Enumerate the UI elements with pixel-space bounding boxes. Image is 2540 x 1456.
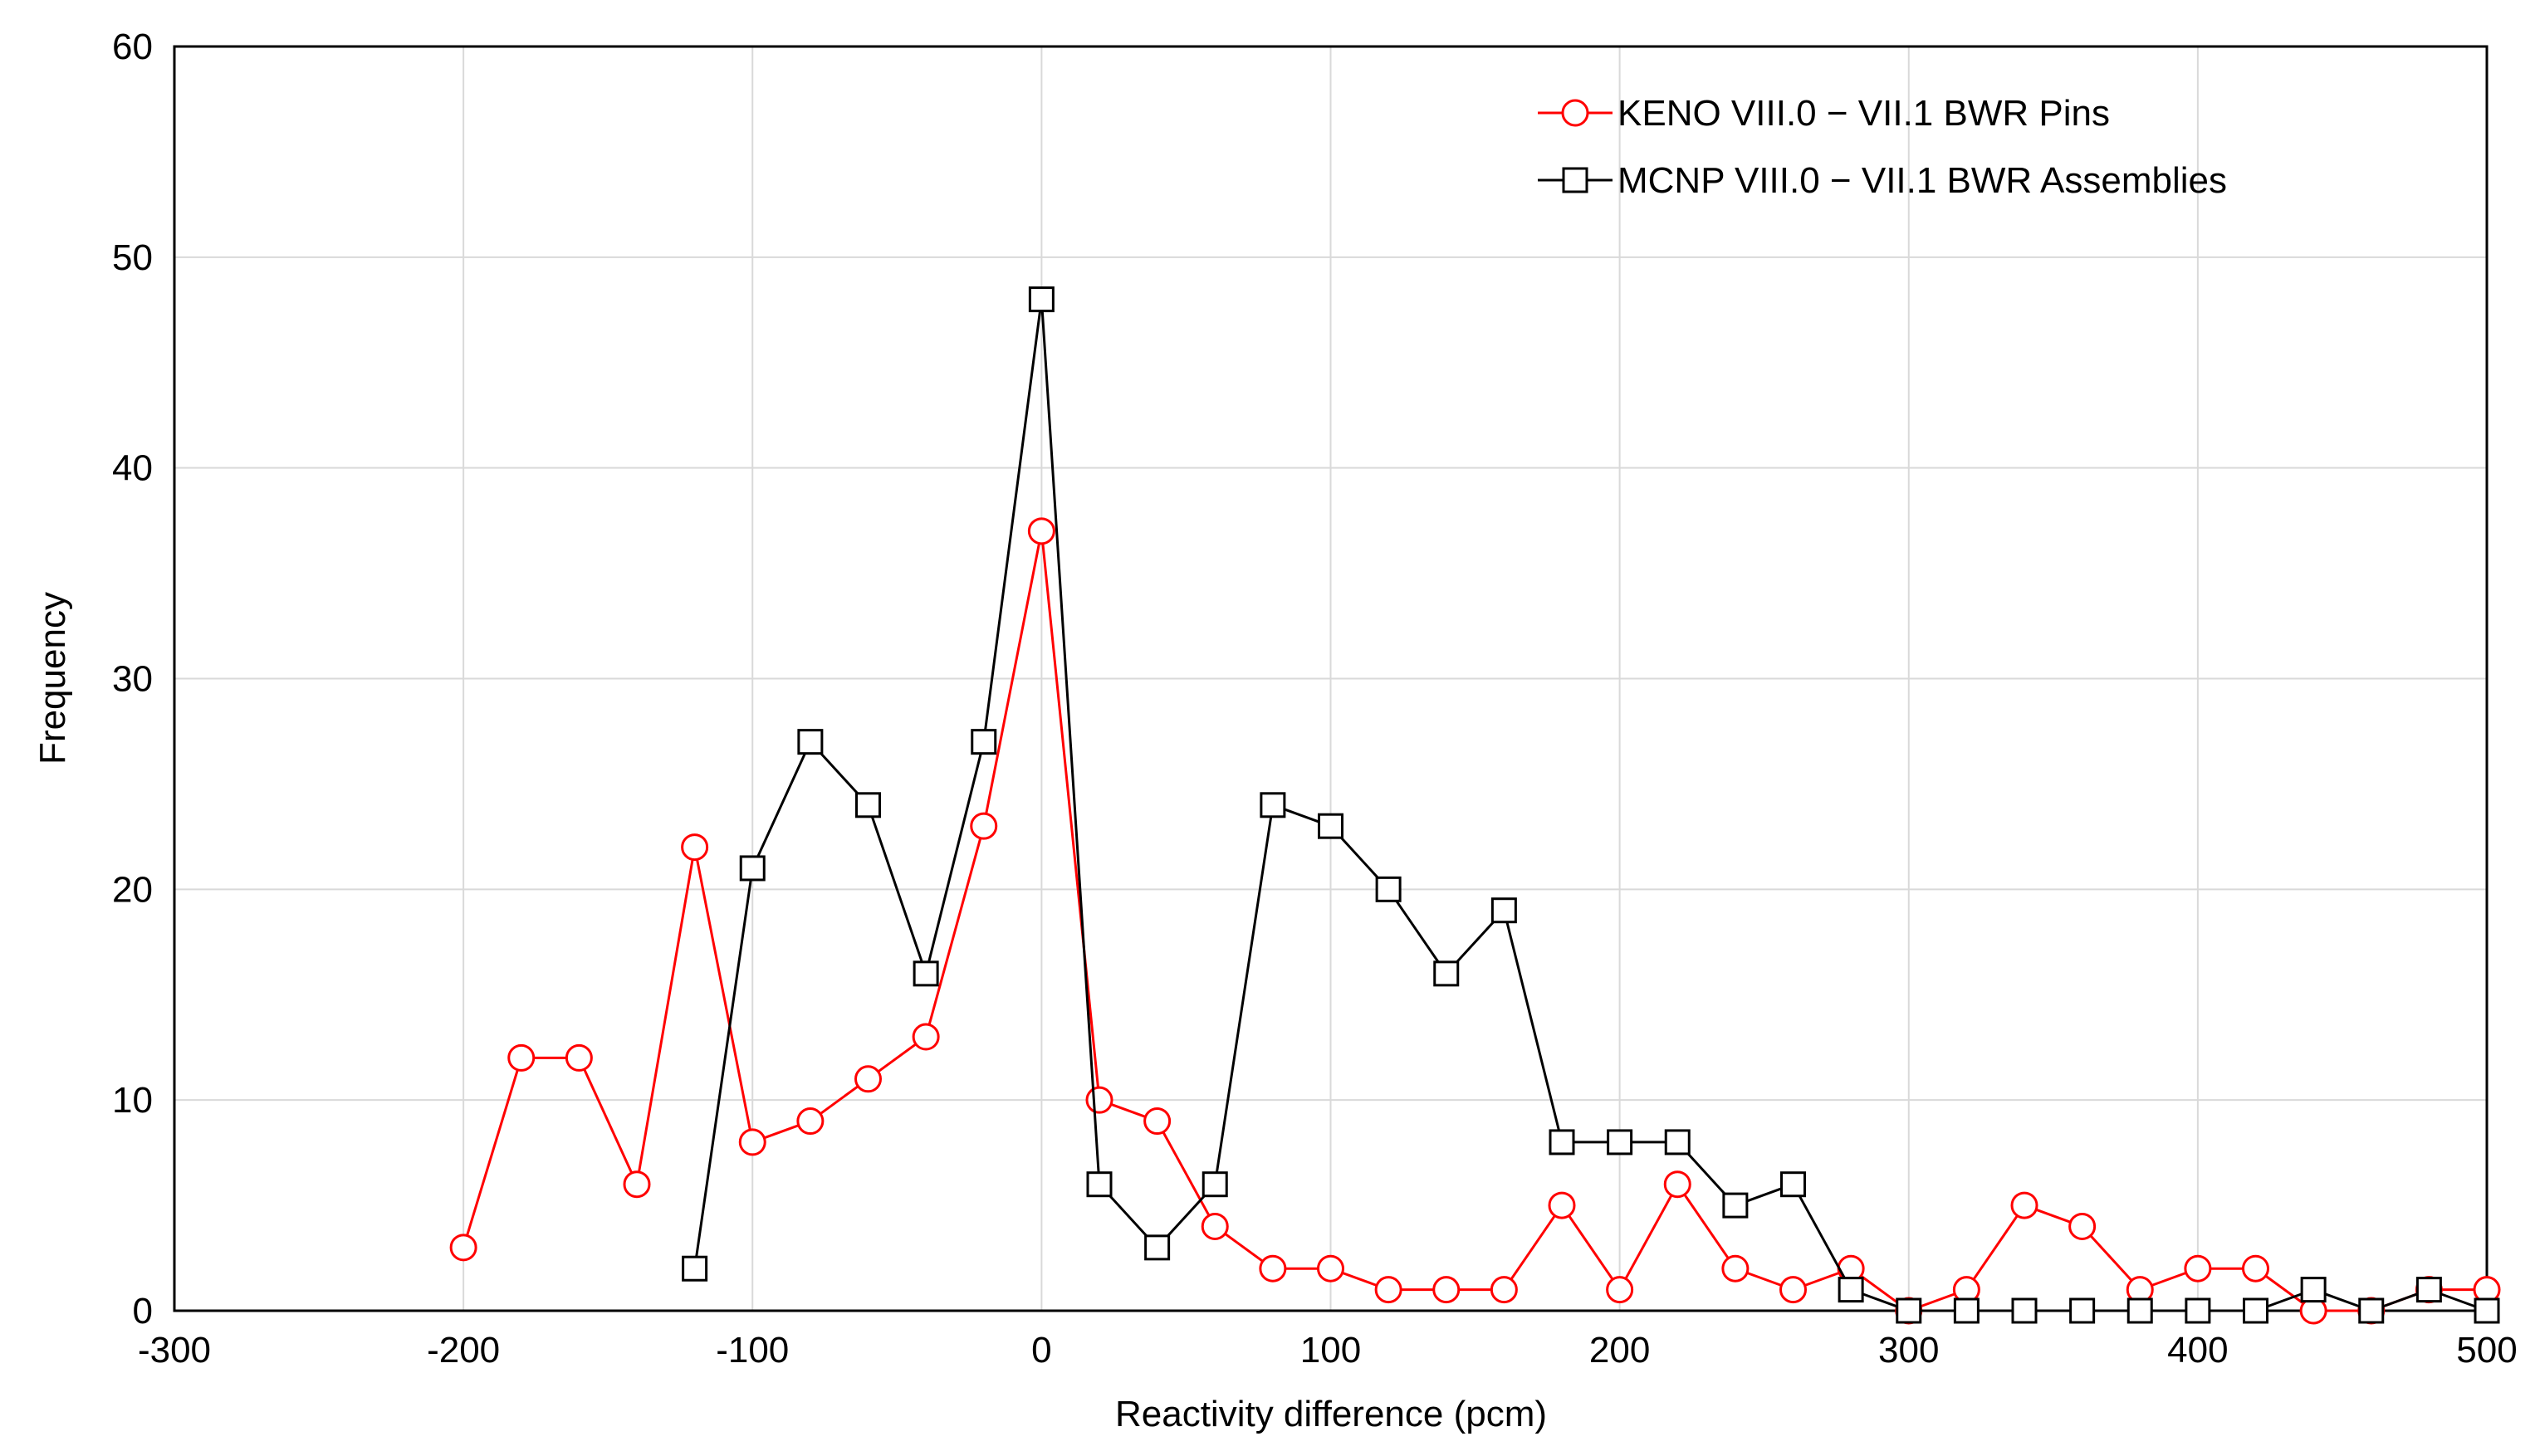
data-point xyxy=(2011,1297,2038,1324)
data-point xyxy=(1375,876,1402,902)
data-point xyxy=(1953,1297,1980,1324)
data-point xyxy=(1432,1276,1461,1304)
data-point xyxy=(2185,1297,2211,1324)
x-tick-label: 400 xyxy=(2167,1330,2228,1370)
data-point xyxy=(738,1128,766,1156)
data-point xyxy=(1374,1276,1402,1304)
data-point xyxy=(1433,960,1460,987)
tick-labels: -300 -200 -100 0 100 200 300 400 500 0 10 20 30 40 50 6… xyxy=(112,27,2518,1370)
data-point xyxy=(1259,1254,1287,1283)
data-point xyxy=(1549,1129,1575,1156)
data-point xyxy=(2474,1297,2500,1324)
x-tick-label: 0 xyxy=(1031,1330,1051,1370)
data-point xyxy=(1201,1171,1228,1198)
data-point xyxy=(1201,1212,1229,1240)
y-tick-label: 10 xyxy=(112,1080,153,1121)
data-point xyxy=(507,1043,536,1072)
y-tick-label: 20 xyxy=(112,869,153,910)
data-point xyxy=(1548,1191,1576,1219)
data-point xyxy=(2068,1212,2097,1240)
data-point xyxy=(1896,1297,1922,1324)
data-point xyxy=(797,729,824,755)
data-point xyxy=(623,1170,651,1199)
series-line xyxy=(462,530,2487,1312)
data-point xyxy=(2243,1297,2268,1324)
data-point xyxy=(854,1065,882,1093)
data-point xyxy=(2184,1254,2212,1283)
data-point xyxy=(1663,1170,1691,1199)
data-point xyxy=(1144,1234,1171,1261)
data-point xyxy=(913,960,939,987)
x-tick-label: 200 xyxy=(1589,1330,1650,1370)
data-point xyxy=(2300,1277,2327,1303)
data-point xyxy=(1779,1276,1807,1304)
legend-entry-keno: KENO VIII.0 − VII.1 BWR Pins xyxy=(1538,93,2110,134)
data-point xyxy=(681,833,709,862)
data-point xyxy=(1721,1254,1750,1283)
plot-frame xyxy=(173,45,2489,1312)
data-point xyxy=(1490,897,1517,924)
x-tick-label: 500 xyxy=(2456,1330,2517,1370)
data-point xyxy=(2242,1254,2269,1283)
data-point xyxy=(796,1107,825,1136)
data-point xyxy=(1664,1129,1691,1156)
data-point xyxy=(1085,1086,1113,1114)
data-point xyxy=(1606,1276,1634,1304)
data-point xyxy=(682,1255,708,1282)
data-point xyxy=(1490,1276,1518,1304)
legend-swatch-marker xyxy=(1562,167,1588,193)
data-point xyxy=(2415,1277,2442,1303)
legend-label-mcnp: MCNP VIII.0 − VII.1 BWR Assemblies xyxy=(1617,160,2227,201)
data-point xyxy=(2069,1297,2096,1324)
x-tick-label: -300 xyxy=(138,1330,211,1370)
data-point xyxy=(565,1043,593,1072)
data-point xyxy=(855,792,881,818)
x-tick-label: 300 xyxy=(1878,1330,1939,1370)
data-point xyxy=(1027,517,1055,545)
y-axis-title: Frequency xyxy=(32,592,73,765)
data-point xyxy=(739,855,766,882)
y-tick-label: 40 xyxy=(112,448,153,489)
data-point xyxy=(970,812,998,840)
series-line xyxy=(693,298,2488,1312)
data-point xyxy=(1607,1129,1633,1156)
data-point xyxy=(1318,813,1343,839)
series-keno xyxy=(449,517,2501,1325)
x-tick-label: -100 xyxy=(716,1330,789,1370)
data-point xyxy=(2010,1191,2038,1219)
x-tick-label: -200 xyxy=(427,1330,500,1370)
y-tick-label: 60 xyxy=(112,27,153,67)
data-point xyxy=(912,1023,940,1051)
series-layer xyxy=(449,286,2501,1325)
data-point xyxy=(1143,1107,1172,1136)
data-point xyxy=(2358,1297,2385,1324)
data-point xyxy=(1838,1277,1864,1303)
series-mcnp xyxy=(682,286,2500,1324)
x-tick-label: 100 xyxy=(1300,1330,1361,1370)
y-tick-label: 50 xyxy=(112,237,153,278)
legend-label-keno: KENO VIII.0 − VII.1 BWR Pins xyxy=(1617,93,2110,134)
data-point xyxy=(971,729,997,755)
data-point xyxy=(1780,1171,1806,1198)
data-point xyxy=(1317,1254,1344,1283)
data-point xyxy=(1086,1171,1113,1198)
data-point xyxy=(2126,1297,2153,1324)
legend: KENO VIII.0 − VII.1 BWR Pins MCNP VIII.0… xyxy=(1538,93,2227,201)
legend-swatch-marker xyxy=(1561,99,1589,127)
x-axis-title: Reactivity difference (pcm) xyxy=(1115,1394,1547,1434)
y-tick-label: 30 xyxy=(112,659,153,700)
grid-layer xyxy=(174,46,2487,1311)
data-point xyxy=(1260,792,1286,818)
data-point xyxy=(1722,1192,1749,1219)
data-point xyxy=(1028,286,1055,313)
legend-entry-mcnp: MCNP VIII.0 − VII.1 BWR Assemblies xyxy=(1538,160,2227,201)
data-point xyxy=(449,1234,477,1262)
y-tick-label: 0 xyxy=(133,1291,153,1331)
